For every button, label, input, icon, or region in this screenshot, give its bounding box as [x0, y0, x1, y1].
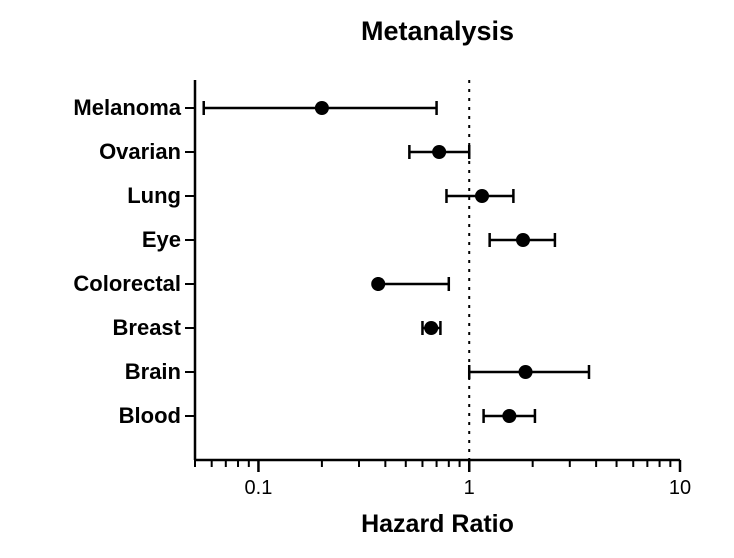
category-label: Breast [113, 315, 182, 340]
point-marker [371, 277, 385, 291]
point-marker [519, 365, 533, 379]
x-tick-label: 1 [464, 477, 475, 499]
point-marker [315, 101, 329, 115]
x-axis-label: Hazard Ratio [361, 510, 514, 538]
forest-plot: Metanalysis Melanoma Ovarian Lung Eye Colorec… [0, 0, 734, 558]
category-label: Brain [125, 359, 181, 384]
category-label: Ovarian [99, 139, 181, 164]
x-tick-label: 0.1 [245, 477, 273, 499]
category-label: Blood [119, 403, 181, 428]
point-marker [502, 409, 516, 423]
chart-title: Metanalysis [361, 16, 514, 46]
category-label: Eye [142, 227, 181, 252]
category-label: Colorectal [73, 271, 181, 296]
point-marker [475, 189, 489, 203]
chart-svg: Metanalysis Melanoma Ovarian Lung Eye Colorec… [0, 0, 734, 558]
point-marker [516, 233, 530, 247]
x-tick-label: 10 [669, 477, 691, 499]
point-marker [424, 321, 438, 335]
category-label: Melanoma [73, 95, 181, 120]
category-label: Lung [127, 183, 181, 208]
point-marker [432, 145, 446, 159]
